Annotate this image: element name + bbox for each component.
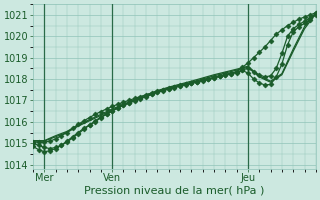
X-axis label: Pression niveau de la mer( hPa ): Pression niveau de la mer( hPa )	[84, 186, 265, 196]
